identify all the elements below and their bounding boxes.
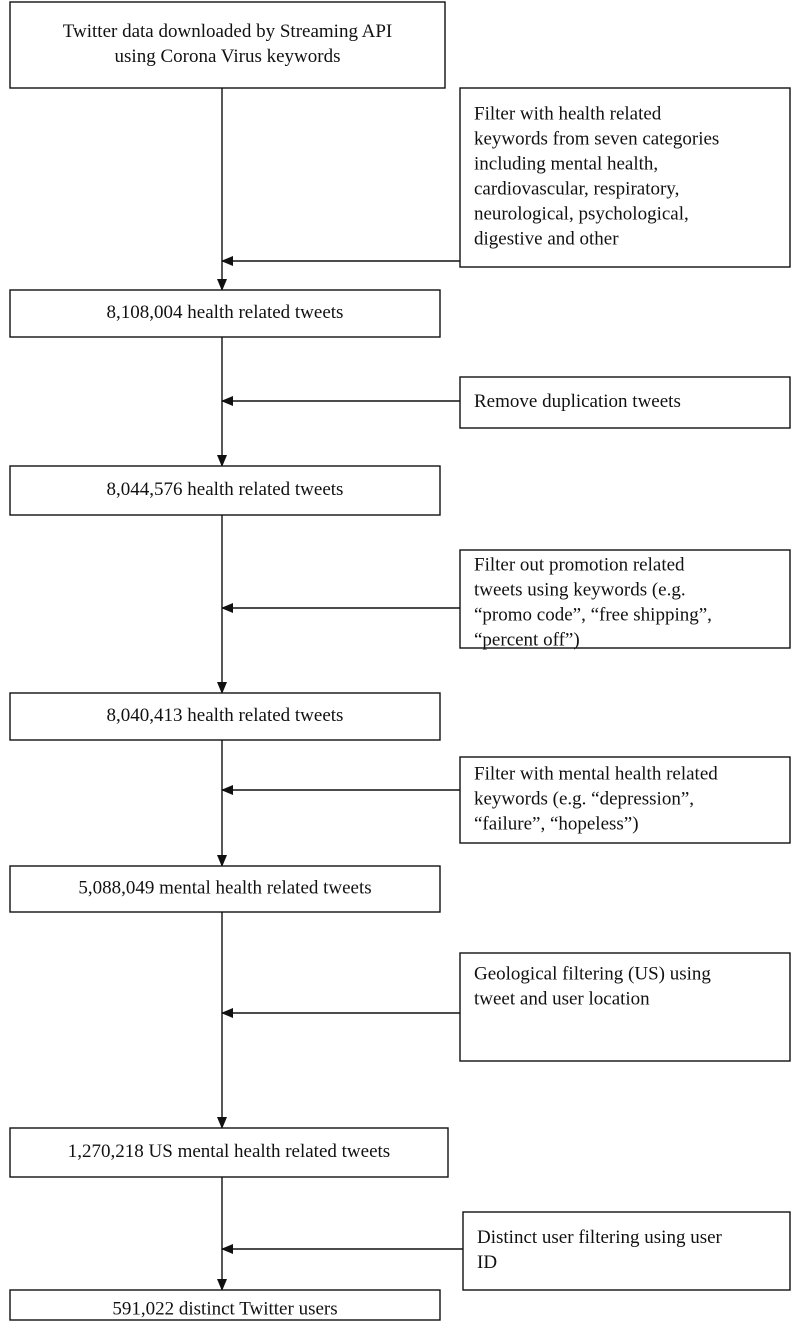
process-text: 591,022 distinct Twitter users xyxy=(112,1298,337,1319)
filter-text: Filter with mental health related xyxy=(474,763,718,784)
filter-text: keywords from seven categories xyxy=(474,128,719,149)
filter-text: Distinct user filtering using user xyxy=(477,1227,723,1248)
filter-box xyxy=(459,756,791,844)
filter-box xyxy=(459,376,791,429)
filter-text: “percent off”) xyxy=(474,629,580,650)
filter-text: Geological filtering (US) using xyxy=(474,963,711,984)
filter-text: “failure”, “hopeless”) xyxy=(474,813,639,834)
filter-text: digestive and other xyxy=(474,228,619,249)
process-text: 5,088,049 mental health related tweets xyxy=(78,877,371,898)
process-text: 8,040,413 health related tweets xyxy=(107,705,344,726)
process-text: 8,044,576 health related tweets xyxy=(107,479,344,500)
process-text: 8,108,004 health related tweets xyxy=(107,302,344,323)
filter-text: keywords (e.g. “depression”, xyxy=(474,788,694,809)
filter-text: Filter with health related xyxy=(474,103,662,124)
process-box xyxy=(9,1289,441,1321)
filter-text: including mental health, xyxy=(474,153,658,174)
filter-text: tweets using keywords (e.g. xyxy=(474,579,686,600)
filter-box xyxy=(462,1211,791,1291)
process-box xyxy=(9,465,441,516)
filter-box xyxy=(459,549,791,649)
process-box xyxy=(9,1,446,89)
filter-text: cardiovascular, respiratory, xyxy=(474,178,679,199)
filter-text: neurological, psychological, xyxy=(474,203,689,224)
process-box xyxy=(9,692,441,741)
process-box xyxy=(9,1127,449,1178)
filter-text: Remove duplication tweets xyxy=(474,391,681,412)
filter-text: Filter out promotion related xyxy=(474,554,685,575)
process-text: 1,270,218 US mental health related tweet… xyxy=(68,1141,390,1162)
filter-text: ID xyxy=(477,1252,497,1273)
process-text: Twitter data downloaded by Streaming API xyxy=(63,21,393,42)
process-box xyxy=(9,289,441,338)
process-text: using Corona Virus keywords xyxy=(115,46,341,67)
filter-text: “promo code”, “free shipping”, xyxy=(474,604,712,625)
filter-box xyxy=(459,952,791,1062)
filter-text: tweet and user location xyxy=(474,988,650,1009)
filter-box xyxy=(459,87,791,268)
process-box xyxy=(9,865,441,913)
